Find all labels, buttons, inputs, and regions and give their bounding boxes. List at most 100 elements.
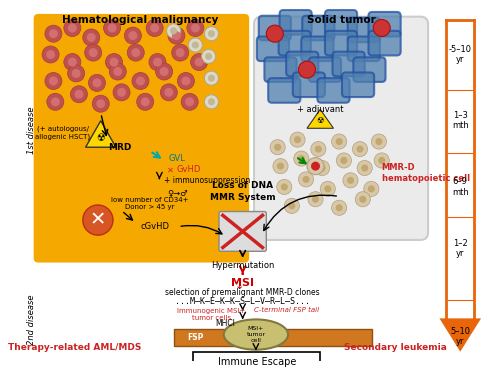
Circle shape: [160, 68, 168, 75]
Circle shape: [182, 77, 190, 85]
Circle shape: [83, 29, 100, 46]
Text: Immunogenic MSI+
tumor cells: Immunogenic MSI+ tumor cells: [178, 308, 246, 321]
Circle shape: [320, 181, 336, 196]
Circle shape: [75, 91, 83, 98]
Circle shape: [289, 203, 294, 209]
FancyBboxPatch shape: [286, 52, 318, 76]
Circle shape: [47, 51, 54, 58]
Text: + adjuvant: + adjuvant: [297, 105, 344, 114]
Circle shape: [187, 19, 204, 37]
Circle shape: [336, 205, 342, 211]
Circle shape: [362, 165, 368, 171]
Circle shape: [90, 49, 97, 56]
Text: 2nd disease: 2nd disease: [27, 294, 36, 345]
Circle shape: [93, 79, 100, 87]
Circle shape: [149, 53, 166, 71]
Circle shape: [270, 140, 285, 155]
FancyBboxPatch shape: [302, 16, 334, 40]
Text: 1–2
yr: 1–2 yr: [453, 239, 468, 258]
Circle shape: [108, 24, 116, 32]
Circle shape: [372, 134, 386, 149]
Circle shape: [68, 58, 76, 66]
Circle shape: [325, 186, 330, 192]
Circle shape: [204, 27, 218, 41]
Circle shape: [348, 178, 354, 183]
Circle shape: [50, 77, 57, 85]
Circle shape: [113, 84, 130, 101]
Text: GVL: GVL: [169, 154, 186, 163]
FancyBboxPatch shape: [325, 10, 357, 35]
Circle shape: [273, 159, 288, 174]
Circle shape: [165, 89, 172, 96]
Circle shape: [68, 24, 76, 32]
Circle shape: [376, 139, 382, 144]
Circle shape: [136, 77, 144, 85]
Circle shape: [316, 146, 321, 152]
Circle shape: [298, 61, 316, 78]
Text: MSI: MSI: [231, 279, 254, 288]
Circle shape: [181, 93, 198, 110]
Circle shape: [106, 53, 122, 71]
Circle shape: [357, 160, 372, 176]
Circle shape: [47, 93, 64, 110]
FancyBboxPatch shape: [318, 78, 350, 103]
Circle shape: [192, 24, 199, 32]
Text: Solid tumor: Solid tumor: [306, 15, 376, 25]
FancyBboxPatch shape: [309, 57, 341, 82]
Circle shape: [92, 95, 110, 112]
Circle shape: [110, 58, 118, 66]
Circle shape: [178, 73, 194, 89]
FancyBboxPatch shape: [280, 10, 312, 35]
Circle shape: [110, 63, 126, 80]
Text: ♀→♂: ♀→♂: [167, 189, 188, 198]
Circle shape: [168, 27, 185, 44]
Text: 5–10
yr: 5–10 yr: [450, 327, 470, 346]
Circle shape: [136, 93, 154, 110]
Circle shape: [192, 42, 198, 48]
Text: selection of premalignant MMR-D clones: selection of premalignant MMR-D clones: [166, 288, 320, 297]
FancyBboxPatch shape: [194, 352, 320, 373]
Text: ...M–K–E–K–K–S–L–V–R–L–S...: ...M–K–E–K–K–S–L–V–R–L–S...: [175, 297, 310, 306]
Circle shape: [314, 160, 330, 176]
FancyBboxPatch shape: [332, 52, 364, 76]
Circle shape: [154, 58, 162, 66]
Circle shape: [72, 70, 80, 77]
FancyBboxPatch shape: [302, 37, 334, 61]
FancyBboxPatch shape: [368, 12, 400, 37]
Circle shape: [379, 157, 384, 163]
Circle shape: [151, 24, 158, 32]
Text: -5–10
yr: -5–10 yr: [449, 45, 472, 64]
Circle shape: [332, 134, 346, 149]
Circle shape: [352, 141, 368, 157]
FancyBboxPatch shape: [254, 17, 428, 240]
Circle shape: [336, 139, 342, 144]
Circle shape: [104, 19, 120, 37]
Text: (+ autologous/
allogenic HSCT): (+ autologous/ allogenic HSCT): [36, 126, 90, 140]
FancyBboxPatch shape: [348, 37, 380, 61]
Circle shape: [142, 98, 149, 105]
Circle shape: [42, 46, 59, 63]
Circle shape: [284, 198, 300, 214]
Polygon shape: [307, 109, 334, 128]
FancyBboxPatch shape: [257, 37, 289, 61]
Circle shape: [278, 163, 283, 169]
Circle shape: [129, 32, 136, 39]
Circle shape: [294, 151, 309, 166]
Circle shape: [336, 153, 351, 168]
Polygon shape: [447, 319, 473, 343]
Text: FSP: FSP: [187, 333, 204, 342]
Circle shape: [312, 196, 318, 202]
Circle shape: [88, 34, 95, 41]
Circle shape: [88, 74, 106, 91]
Text: MRD: MRD: [108, 143, 132, 152]
Circle shape: [202, 49, 215, 64]
Circle shape: [266, 25, 283, 42]
Text: Loss of DNA
MMR System: Loss of DNA MMR System: [210, 181, 276, 202]
Circle shape: [294, 137, 300, 142]
Circle shape: [303, 177, 309, 182]
Circle shape: [188, 38, 202, 52]
Text: MSI+
tumor
cell: MSI+ tumor cell: [246, 326, 266, 343]
Circle shape: [156, 63, 172, 80]
Circle shape: [276, 180, 292, 194]
Circle shape: [84, 44, 102, 61]
